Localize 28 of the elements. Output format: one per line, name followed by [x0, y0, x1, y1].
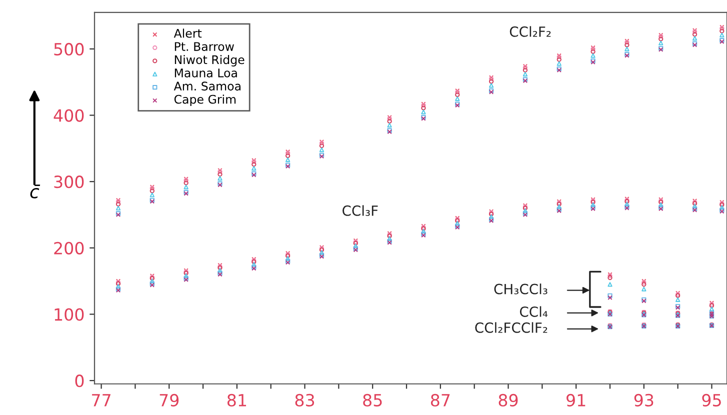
y-tick-label: 400: [54, 109, 84, 122]
x-tick-label: 91: [566, 394, 586, 406]
y-tick-label: 0: [75, 374, 84, 388]
annotation: CCl₂F₂: [510, 26, 551, 37]
x-tick-label: 95: [702, 394, 721, 406]
y-tick-label: 500: [54, 42, 84, 56]
x-tick-label: 87: [430, 394, 450, 406]
annotation: CCl₃F: [342, 205, 378, 216]
legend-label: Cape Grim: [174, 94, 236, 106]
x-tick-label: 81: [227, 394, 246, 406]
legend-label: Am. Samoa: [174, 82, 240, 91]
x-tick-label: 79: [160, 394, 179, 406]
y-tick-label: 200: [54, 242, 84, 254]
legend-label: Mauna Loa: [174, 68, 237, 78]
legend-label: Pt. Barrow: [174, 42, 234, 51]
x-tick-label: 93: [634, 394, 654, 406]
annotation: CCl₄: [520, 306, 548, 317]
annotation: CH₃CCl₃: [494, 284, 548, 294]
y-tick-label: 300: [54, 176, 84, 188]
legend-label: Niwot Ridge: [174, 55, 244, 66]
x-tick-label: 83: [295, 394, 314, 406]
legend-label: Alert: [174, 28, 202, 38]
x-tick-label: 77: [92, 394, 110, 406]
y-tick-label: 100: [54, 308, 84, 321]
annotation: CCl₂FCClF₂: [475, 322, 548, 333]
x-tick-label: 85: [363, 394, 382, 406]
y-axis-title: c̄: [30, 184, 40, 198]
x-tick-label: 89: [498, 394, 518, 406]
